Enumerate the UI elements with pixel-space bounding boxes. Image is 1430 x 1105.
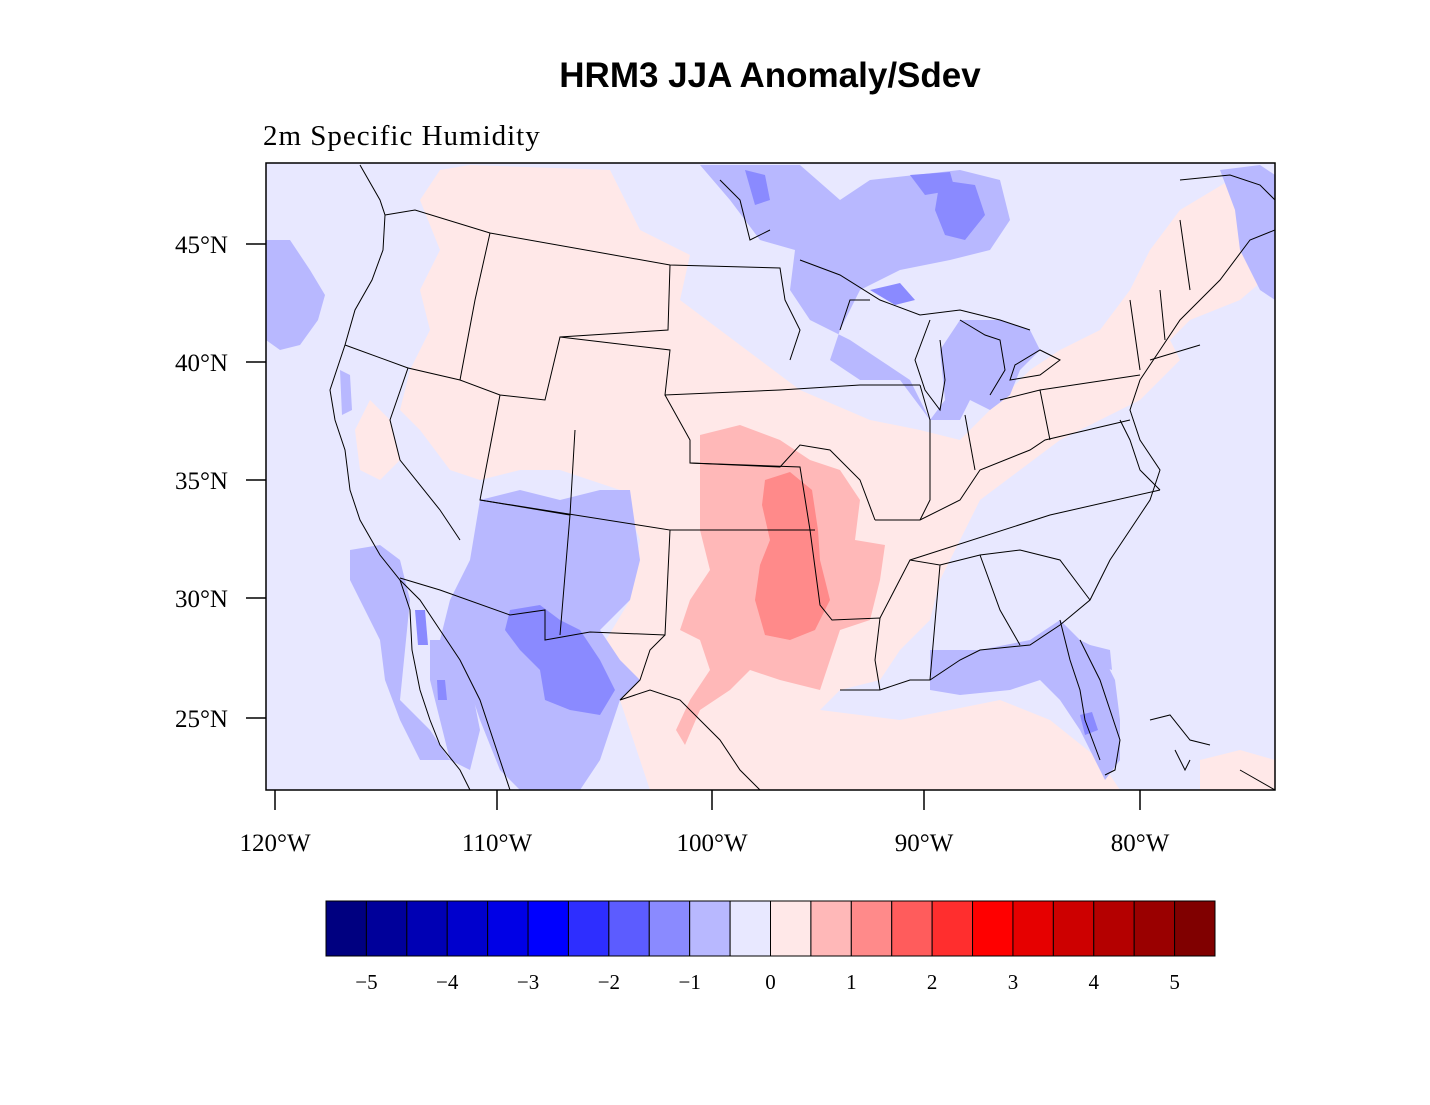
colorbar-label: 5 xyxy=(1169,970,1180,994)
colorbar-box xyxy=(446,900,489,957)
colorbar-label: 0 xyxy=(765,970,776,994)
colorbar-box xyxy=(648,900,691,957)
colorbar-box xyxy=(1093,900,1135,957)
colorbar-box xyxy=(1133,900,1176,957)
lon-label-110: 110°W xyxy=(462,830,533,857)
colorbar-box xyxy=(689,900,731,957)
anomaly-field xyxy=(266,163,1275,790)
colorbar-box xyxy=(891,900,933,957)
colorbar-box xyxy=(770,900,812,957)
colorbar-label: −1 xyxy=(679,970,701,994)
colorbar-box xyxy=(972,900,1014,957)
colorbar-label: 2 xyxy=(927,970,938,994)
map-subtitle: 2m Specific Humidity xyxy=(263,120,541,152)
negative-anomaly-medium xyxy=(415,170,1098,735)
colorbar-label: −2 xyxy=(598,970,620,994)
lat-label-35: 35°N xyxy=(175,468,228,495)
colorbar-box xyxy=(325,900,367,957)
colorbar-box xyxy=(850,900,893,957)
boundaries xyxy=(329,164,1275,790)
colorbar-box xyxy=(527,900,569,957)
lon-label-80: 80°W xyxy=(1111,830,1170,857)
colorbar-label: −4 xyxy=(436,970,459,994)
colorbar-label: 3 xyxy=(1008,970,1019,994)
lat-ticks xyxy=(246,243,266,719)
colorbar-box xyxy=(487,900,529,957)
colorbar-label: 1 xyxy=(846,970,857,994)
colorbar-box xyxy=(567,900,610,957)
plot-frame xyxy=(265,162,1276,791)
colorbar-box xyxy=(810,900,852,957)
colorbar-box xyxy=(608,900,650,957)
colorbar-label: 4 xyxy=(1089,970,1100,994)
map-title: HRM3 JJA Anomaly/Sdev xyxy=(559,56,981,95)
colorbar-box xyxy=(365,900,408,957)
lon-ticks xyxy=(274,790,1141,810)
lat-label-40: 40°N xyxy=(175,350,228,377)
lat-label-25: 25°N xyxy=(175,706,228,733)
colorbar-label: −5 xyxy=(355,970,377,994)
colorbar-box xyxy=(406,900,448,957)
lon-label-120: 120°W xyxy=(239,830,310,857)
lon-label-90: 90°W xyxy=(895,830,954,857)
lat-label-30: 30°N xyxy=(175,586,228,613)
lat-label-45: 45°N xyxy=(175,232,228,259)
lon-label-100: 100°W xyxy=(676,830,747,857)
colorbar-labels: −5 −4 −3 −2 −1 0 1 2 3 4 5 xyxy=(355,970,1180,994)
colorbar-box xyxy=(1174,900,1216,957)
colorbar-box xyxy=(931,900,974,957)
colorbar-box xyxy=(1052,900,1095,957)
colorbar xyxy=(325,900,1216,957)
colorbar-box xyxy=(729,900,771,957)
colorbar-label: −3 xyxy=(517,970,539,994)
colorbar-box xyxy=(1012,900,1054,957)
positive-anomaly-strong xyxy=(755,472,830,640)
